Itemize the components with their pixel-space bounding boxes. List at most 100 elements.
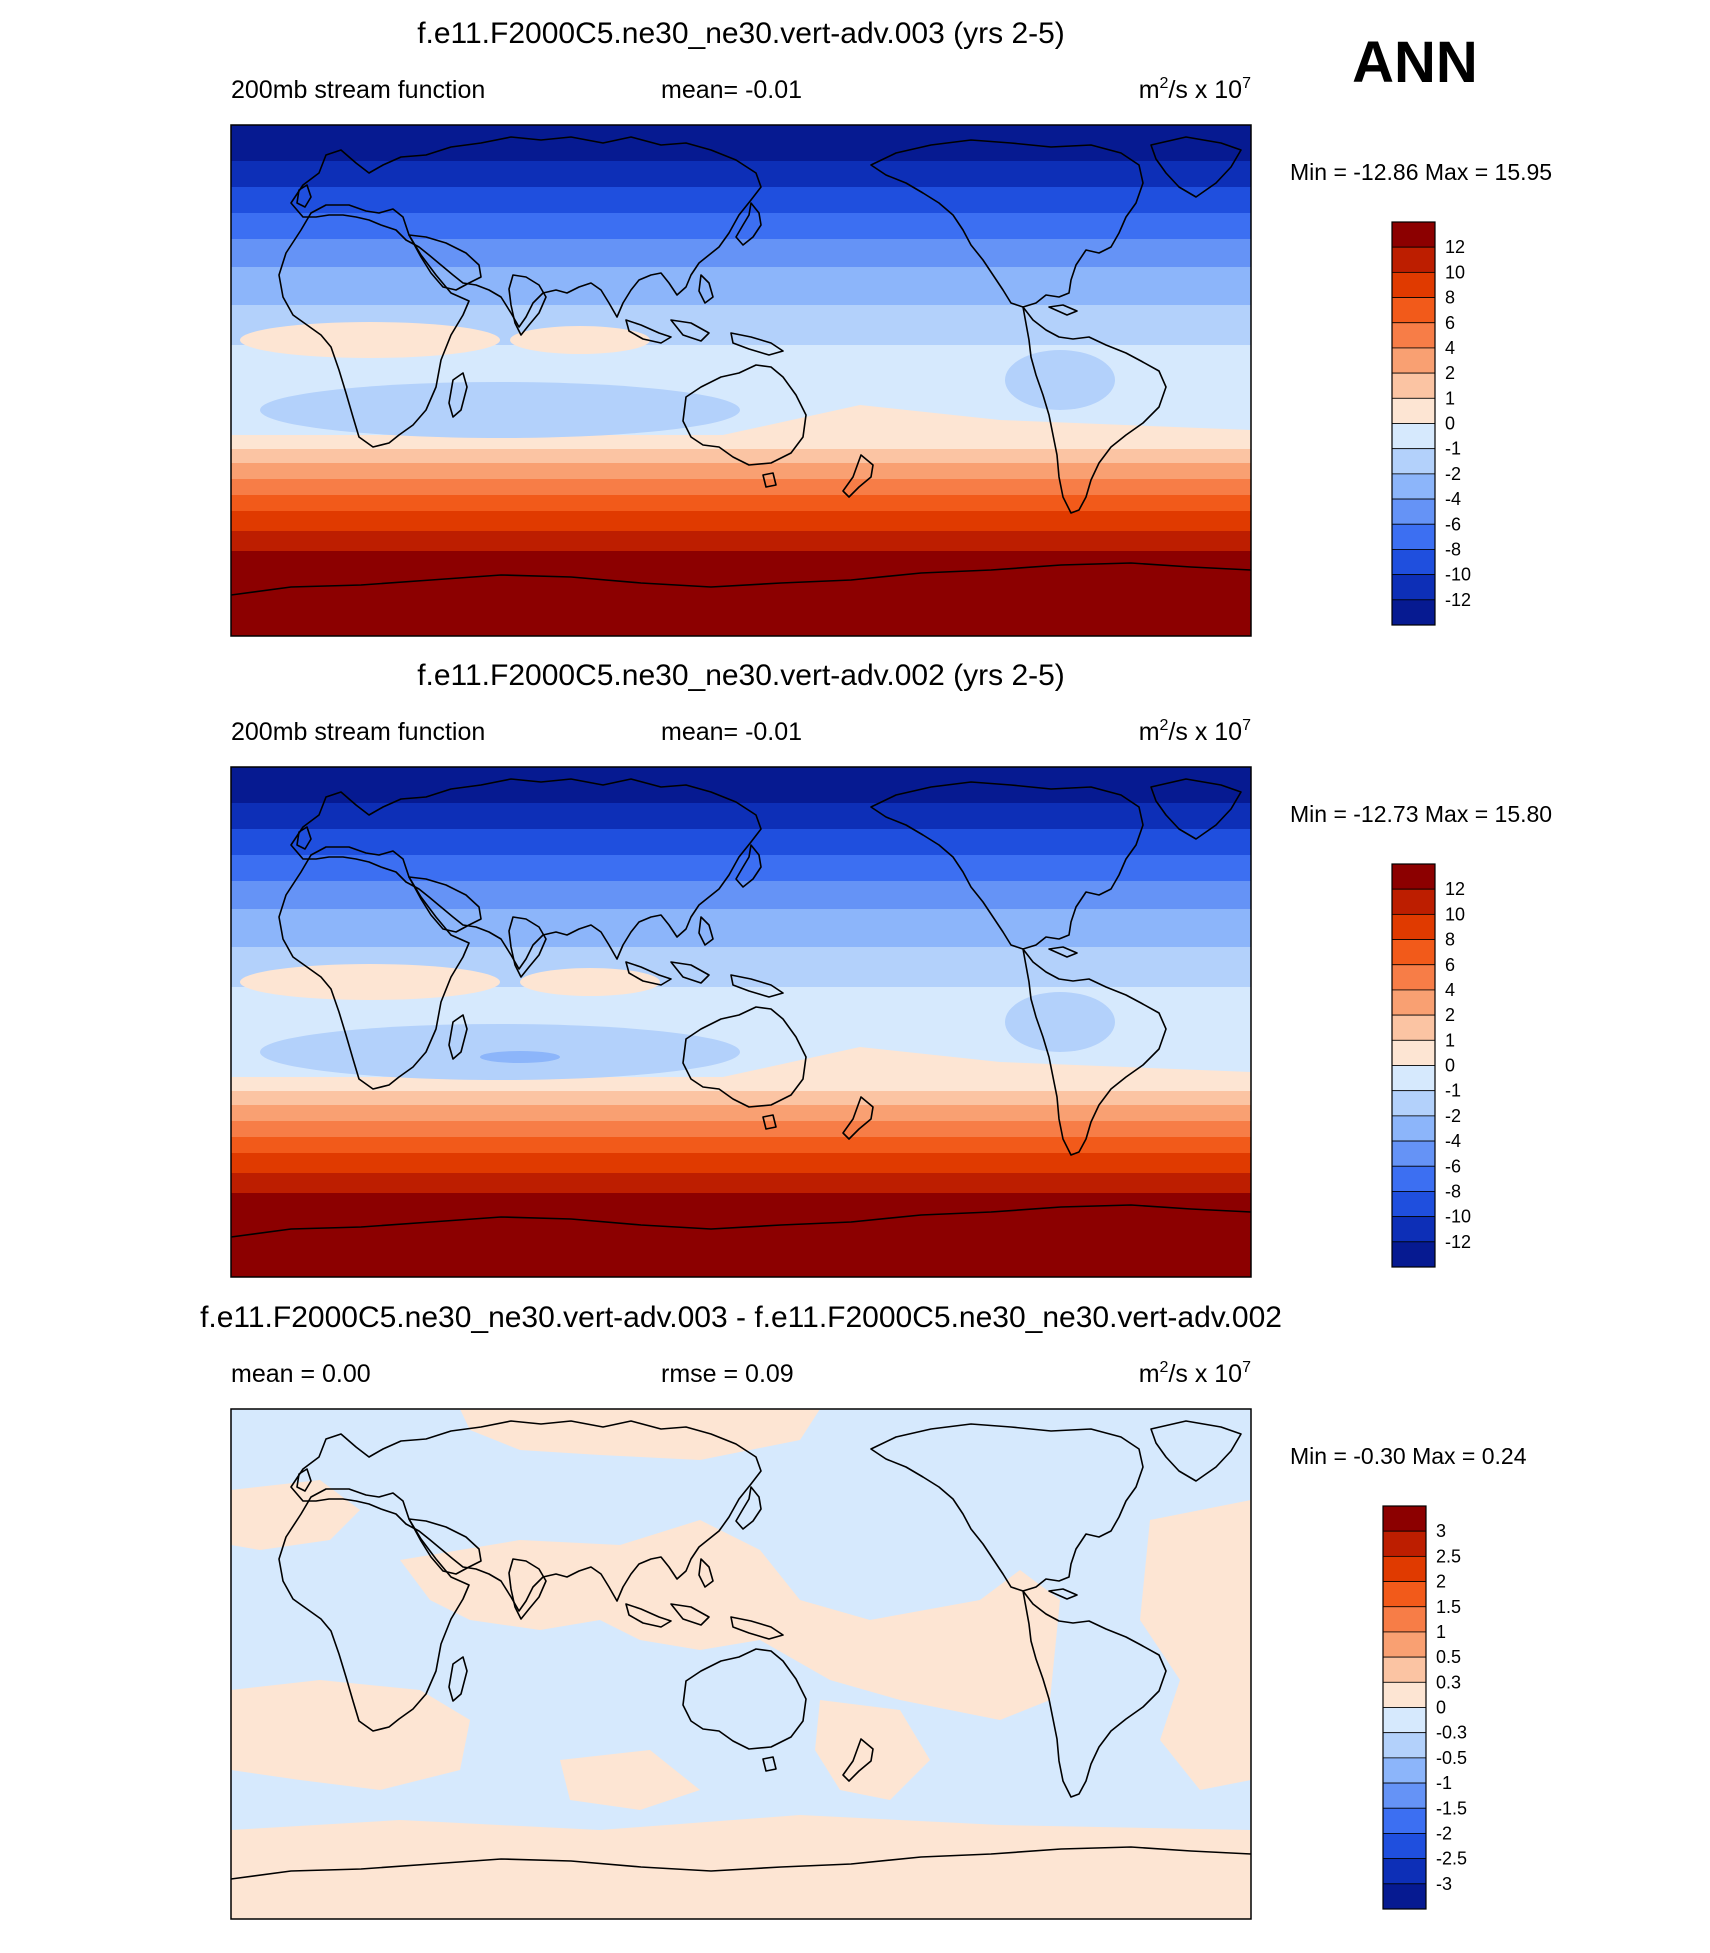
- panel-3-frame: [230, 1408, 1252, 1920]
- field-band: [231, 909, 1251, 947]
- colorbar-tick-label: 10: [1445, 262, 1465, 282]
- colorbar-tick-label: 0: [1445, 414, 1455, 434]
- panel-3-minmax: Min = -0.30 Max = 0.24: [1290, 1443, 1527, 1469]
- colorbar-tick-label: -2.5: [1436, 1849, 1467, 1869]
- panel-1: f.e11.F2000C5.ne30_ne30.vert-adv.003 (yr…: [230, 17, 1552, 637]
- colorbar-swatch: [1382, 1505, 1427, 1532]
- colorbar-tick-label: -6: [1445, 514, 1461, 534]
- colorbar-swatch: [1391, 297, 1436, 324]
- panel-3-title: f.e11.F2000C5.ne30_ne30.vert-adv.003 - f…: [200, 1301, 1282, 1334]
- field-anomaly: [480, 1051, 560, 1063]
- colorbar-swatch: [1382, 1833, 1427, 1860]
- colorbar-tick-label: -2: [1445, 464, 1461, 484]
- colorbar-tick-label: -1: [1445, 1081, 1461, 1101]
- colorbar-swatch: [1391, 989, 1436, 1016]
- panel-2-units-label: m2/s x 107: [1139, 717, 1251, 746]
- colorbar-swatch: [1391, 888, 1436, 915]
- colorbar-swatch: [1391, 473, 1436, 500]
- colorbar-tick-label: 12: [1445, 237, 1465, 257]
- colorbar-tick-label: -2: [1445, 1106, 1461, 1126]
- colorbar-tick-label: -10: [1445, 1207, 1471, 1227]
- field-anomaly: [231, 1480, 360, 1550]
- field-anomaly: [260, 382, 740, 438]
- field-anomaly: [240, 322, 500, 358]
- field-anomaly: [520, 968, 660, 996]
- colorbar-swatch: [1391, 523, 1436, 550]
- colorbar-tick-label: -1.5: [1436, 1798, 1467, 1818]
- panel-3-field: [231, 1409, 1251, 1919]
- colorbar-swatch: [1382, 1530, 1427, 1557]
- panel-1-title: f.e11.F2000C5.ne30_ne30.vert-adv.003 (yr…: [417, 17, 1065, 50]
- panel-3-colorbar: 3 2.5 2 1.5 1 0.5 0.3 0 -0.3 -0.5 -1 -1.5 -2 -2.5 -3: [1382, 1505, 1467, 1910]
- field-band: [231, 495, 1251, 511]
- colorbar-swatch: [1382, 1656, 1427, 1683]
- colorbar-swatch: [1391, 1140, 1436, 1167]
- colorbar-tick-label: 1: [1445, 388, 1455, 408]
- colorbar-tick-label: 1: [1445, 1030, 1455, 1050]
- panel-2-variable-label: 200mb stream function: [231, 718, 485, 746]
- colorbar-tick-label: 0.5: [1436, 1647, 1461, 1667]
- panel-3: f.e11.F2000C5.ne30_ne30.vert-adv.003 - f…: [200, 1301, 1527, 1920]
- colorbar-swatch: [1391, 599, 1436, 626]
- colorbar-swatch: [1391, 397, 1436, 424]
- field-band: [231, 1173, 1251, 1193]
- field-anomaly: [560, 1750, 700, 1810]
- colorbar-swatch: [1391, 347, 1436, 374]
- colorbar-swatch: [1382, 1581, 1427, 1608]
- panel-3-mean-label: mean = 0.00: [231, 1360, 371, 1388]
- field-anomaly: [1005, 350, 1115, 410]
- colorbar-tick-label: -1: [1436, 1773, 1452, 1793]
- colorbar-tick-label: -4: [1445, 1131, 1461, 1151]
- colorbar-swatch: [1391, 1241, 1436, 1268]
- panel-1-mean-label: mean= -0.01: [661, 76, 802, 104]
- field-band: [231, 267, 1251, 305]
- field-band: [231, 511, 1251, 531]
- colorbar-tick-label: -6: [1445, 1156, 1461, 1176]
- field-band: [231, 803, 1251, 829]
- colorbar-tick-label: -12: [1445, 590, 1471, 610]
- field-anomaly: [231, 1047, 1251, 1090]
- colorbar-tick-label: 1.5: [1436, 1597, 1461, 1617]
- colorbar-swatch: [1391, 1165, 1436, 1192]
- colorbar-swatch: [1382, 1858, 1427, 1885]
- colorbar-swatch: [1391, 498, 1436, 525]
- panel-2-title: f.e11.F2000C5.ne30_ne30.vert-adv.002 (yr…: [417, 659, 1065, 692]
- colorbar-tick-label: 1: [1436, 1622, 1446, 1642]
- colorbar-swatch: [1391, 221, 1436, 248]
- colorbar-swatch: [1382, 1606, 1427, 1633]
- colorbar-tick-label: -4: [1445, 489, 1461, 509]
- field-band: [231, 479, 1251, 495]
- colorbar-tick-label: -8: [1445, 1181, 1461, 1201]
- colorbar-swatch: [1391, 574, 1436, 601]
- field-band: [231, 125, 1251, 161]
- colorbar-tick-label: -0.5: [1436, 1748, 1467, 1768]
- panel-2: f.e11.F2000C5.ne30_ne30.vert-adv.002 (yr…: [230, 659, 1552, 1278]
- colorbar-tick-label: 4: [1445, 338, 1455, 358]
- colorbar-swatch: [1391, 1216, 1436, 1243]
- colorbar-swatch: [1391, 1039, 1436, 1066]
- colorbar-tick-label: 8: [1445, 288, 1455, 308]
- field-anomaly: [231, 1680, 470, 1790]
- field-band: [231, 829, 1251, 855]
- colorbar-tick-label: -3: [1436, 1874, 1452, 1894]
- colorbar-tick-label: 4: [1445, 980, 1455, 1000]
- colorbar-swatch: [1382, 1757, 1427, 1784]
- colorbar-swatch: [1391, 549, 1436, 576]
- colorbar-frame: [1382, 1505, 1427, 1910]
- colorbar-tick-label: 10: [1445, 904, 1465, 924]
- colorbar-tick-label: 2.5: [1436, 1546, 1461, 1566]
- colorbar-tick-label: 3: [1436, 1521, 1446, 1541]
- panel-2-minmax: Min = -12.73 Max = 15.80: [1290, 801, 1552, 827]
- field-band: [231, 161, 1251, 187]
- panel-1-units-label: m2/s x 107: [1139, 75, 1251, 104]
- field-band: [231, 531, 1251, 551]
- panel-3-rmse-label: rmse = 0.09: [661, 1360, 794, 1388]
- field-anomaly: [240, 964, 500, 1000]
- colorbar-tick-label: -1: [1445, 439, 1461, 459]
- colorbar-swatch: [1382, 1883, 1427, 1910]
- field-anomaly: [231, 405, 1251, 448]
- colorbar-swatch: [1382, 1782, 1427, 1809]
- panel-2-field: [231, 767, 1251, 1277]
